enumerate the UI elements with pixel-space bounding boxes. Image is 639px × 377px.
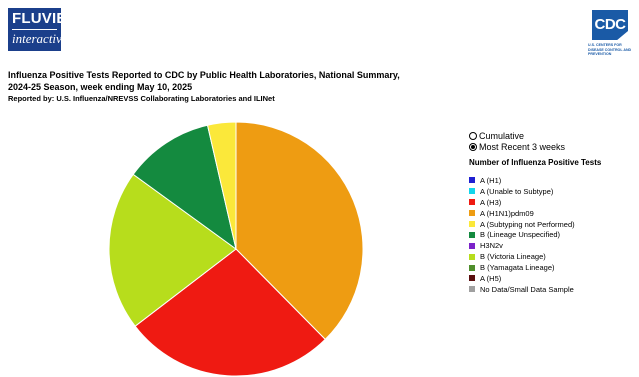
cdc-logo[interactable]: CDC U.S. CENTERS FOR DISEASE CONTROL AND… (588, 10, 632, 56)
cdc-logo-text: CDC (592, 10, 628, 40)
pie-slice[interactable] (206, 121, 237, 250)
pie-slice[interactable] (235, 121, 364, 341)
legend-title: Number of Influenza Positive Tests (469, 158, 602, 167)
legend-item[interactable]: B (Victoria Lineage) (469, 251, 601, 262)
pie-slice[interactable] (132, 124, 237, 251)
recent-weeks-radio-icon[interactable] (469, 142, 477, 151)
legend-swatch (469, 242, 475, 249)
legend-swatch (469, 264, 475, 271)
pie-slice[interactable] (134, 248, 326, 377)
legend-item-label: H3N2v (480, 241, 503, 251)
legend-swatch (469, 199, 475, 206)
fluview-logo-subtext: interactive (12, 29, 68, 46)
legend-swatch (469, 177, 475, 184)
legend-item-label: No Data/Small Data Sample (480, 284, 574, 294)
legend-item-label: A (Subtyping not Performed) (480, 219, 575, 229)
chart-title: Influenza Positive Tests Reported to CDC… (8, 69, 408, 93)
cdc-logo-subtext: U.S. CENTERS FOR DISEASE CONTROL AND PRE… (588, 43, 632, 56)
legend-item[interactable]: A (H1N1)pdm09 (469, 208, 601, 219)
legend-swatch (469, 188, 475, 195)
legend-item[interactable]: A (Unable to Subtype) (469, 186, 601, 197)
legend-item[interactable]: A (Subtyping not Performed) (469, 219, 601, 230)
legend-swatch (469, 210, 475, 217)
legend-panel: Cumulative Most Recent 3 weeks Number of… (469, 130, 601, 295)
legend-item[interactable]: H3N2v (469, 240, 601, 251)
reported-by: Reported by: U.S. Influenza/NREVSS Colla… (8, 94, 275, 103)
legend-swatch (469, 275, 475, 282)
legend-item[interactable]: No Data/Small Data Sample (469, 284, 601, 295)
legend-item-label: A (H1) (480, 175, 502, 185)
legend-item-label: B (Victoria Lineage) (480, 252, 546, 262)
legend-item-label: B (Lineage Unspecified) (480, 230, 561, 240)
legend-item-label: A (Unable to Subtype) (480, 186, 554, 196)
pie-slice[interactable] (108, 173, 237, 327)
legend-item-label: A (H1N1)pdm09 (480, 208, 534, 218)
legend-swatch (469, 286, 475, 293)
legend-item[interactable]: A (H3) (469, 197, 601, 208)
legend-swatch (469, 231, 475, 238)
legend-items: A (H1) A (Unable to Subtype) A (H3) A (H1N1… (469, 175, 601, 295)
cumulative-radio-icon[interactable] (469, 131, 477, 140)
legend-swatch (469, 221, 475, 227)
recent-weeks-radio-label[interactable]: Most Recent 3 weeks (479, 141, 566, 152)
legend-item-label: A (H5) (480, 273, 502, 283)
legend-item[interactable]: A (H5) (469, 273, 601, 284)
recent-weeks-radio[interactable]: Most Recent 3 weeks (469, 141, 601, 152)
legend-swatch (469, 253, 475, 260)
legend-item[interactable]: B (Lineage Unspecified) (469, 229, 601, 240)
legend-item[interactable]: B (Yamagata Lineage) (469, 262, 601, 273)
cumulative-radio-label[interactable]: Cumulative (479, 130, 525, 141)
chart-title-line1: Influenza Positive Tests Reported to CDC… (8, 70, 400, 80)
cumulative-radio[interactable]: Cumulative (469, 130, 601, 141)
legend-item[interactable]: A (H1) (469, 175, 601, 186)
legend-item-label: B (Yamagata Lineage) (480, 263, 555, 273)
chart-title-line2: 2024-25 Season, week ending May 10, 2025 (8, 82, 193, 92)
legend-item-label: A (H3) (480, 197, 502, 207)
